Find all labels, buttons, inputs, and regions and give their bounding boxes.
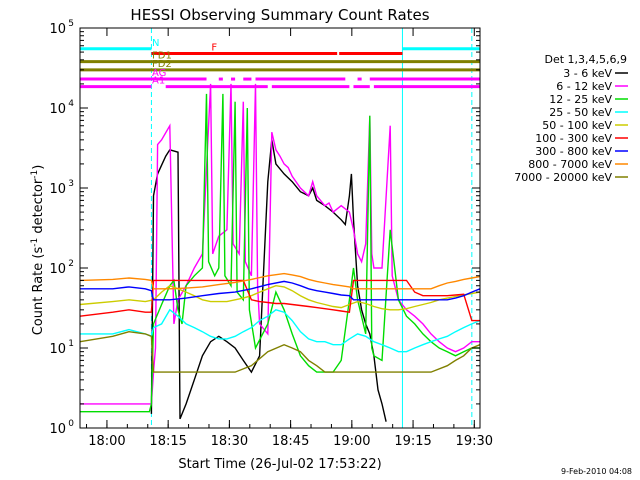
- y-tick-exponent-2: 2: [68, 259, 74, 269]
- legend-label-6: 300 - 800 keV: [535, 145, 612, 158]
- y-tick-exponent-5: 5: [68, 19, 74, 29]
- series-line-0: [150, 139, 387, 422]
- x-tick-label-1: 18:15: [149, 434, 186, 449]
- legend-label-8: 7000 - 20000 keV: [514, 171, 612, 184]
- flag-label-ag: AG: [152, 68, 166, 79]
- x-tick-label-5: 19:15: [394, 434, 431, 449]
- y-tick-exponent-4: 4: [68, 99, 74, 109]
- plot-frame: [79, 27, 481, 429]
- y-axis-label: Count Rate (s-1 detector-1): [30, 165, 46, 336]
- legend-label-7: 800 - 7000 keV: [528, 158, 612, 171]
- y-axis-label-text: Count Rate (s: [31, 247, 46, 336]
- series-line-4: [79, 284, 481, 311]
- y-tick-exponent-3: 3: [68, 179, 74, 189]
- y-tick-label-0: 10: [49, 422, 66, 437]
- x-tick-label-2: 18:30: [211, 434, 248, 449]
- series-line-3: [80, 308, 481, 353]
- footer-date: 9-Feb-2010 04:08: [561, 467, 632, 476]
- flag-label-a1: A1: [152, 76, 165, 87]
- legend-label-4: 50 - 100 keV: [542, 119, 612, 132]
- y-tick-label-2: 10: [49, 262, 66, 277]
- x-tick-label-4: 19:00: [333, 434, 370, 449]
- y-axis-label-mid: detector: [31, 178, 46, 238]
- x-tick-label-3: 18:45: [272, 434, 309, 449]
- flag-label-n: N: [152, 38, 159, 49]
- plot-area: [80, 28, 480, 428]
- flag-label-fd2: FD2: [152, 59, 172, 70]
- flag-label-f: F: [211, 43, 217, 54]
- y-tick-label-5: 10: [49, 22, 66, 37]
- y-tick-label-4: 10: [49, 102, 66, 117]
- series-line-2: [80, 93, 480, 413]
- y-axis-label-end: ): [31, 165, 46, 170]
- y-axis-label-sup2: -1: [30, 170, 40, 179]
- series-line-7: [79, 272, 481, 290]
- legend-label-2: 12 - 25 keV: [549, 93, 612, 106]
- x-tick-label-0: 18:00: [88, 434, 125, 449]
- legend-label-5: 100 - 300 keV: [535, 132, 612, 145]
- series-line-6: [80, 280, 481, 301]
- vertical-markers: [150, 28, 473, 428]
- y-tick-label-3: 10: [49, 182, 66, 197]
- series-line-5: [79, 279, 480, 322]
- series-lines: [79, 83, 481, 422]
- y-axis-label-sup1: -1: [30, 238, 40, 247]
- y-tick-label-1: 10: [49, 342, 66, 357]
- y-tick-exponent-1: 1: [68, 339, 74, 349]
- legend-title: Det 1,3,4,5,6,9: [544, 53, 627, 66]
- x-tick-label-6: 19:30: [456, 434, 493, 449]
- x-axis-label: Start Time (26-Jul-02 17:53:22): [178, 457, 381, 472]
- y-tick-exponent-0: 0: [68, 419, 74, 429]
- flag-label-fd1: FD1: [152, 51, 172, 62]
- legend-label-3: 25 - 50 keV: [549, 106, 612, 119]
- legend-label-0: 3 - 6 keV: [563, 67, 612, 80]
- chart-title: HESSI Observing Summary Count Rates: [130, 6, 429, 24]
- legend-label-1: 6 - 12 keV: [556, 80, 612, 93]
- series-line-8: [79, 330, 481, 373]
